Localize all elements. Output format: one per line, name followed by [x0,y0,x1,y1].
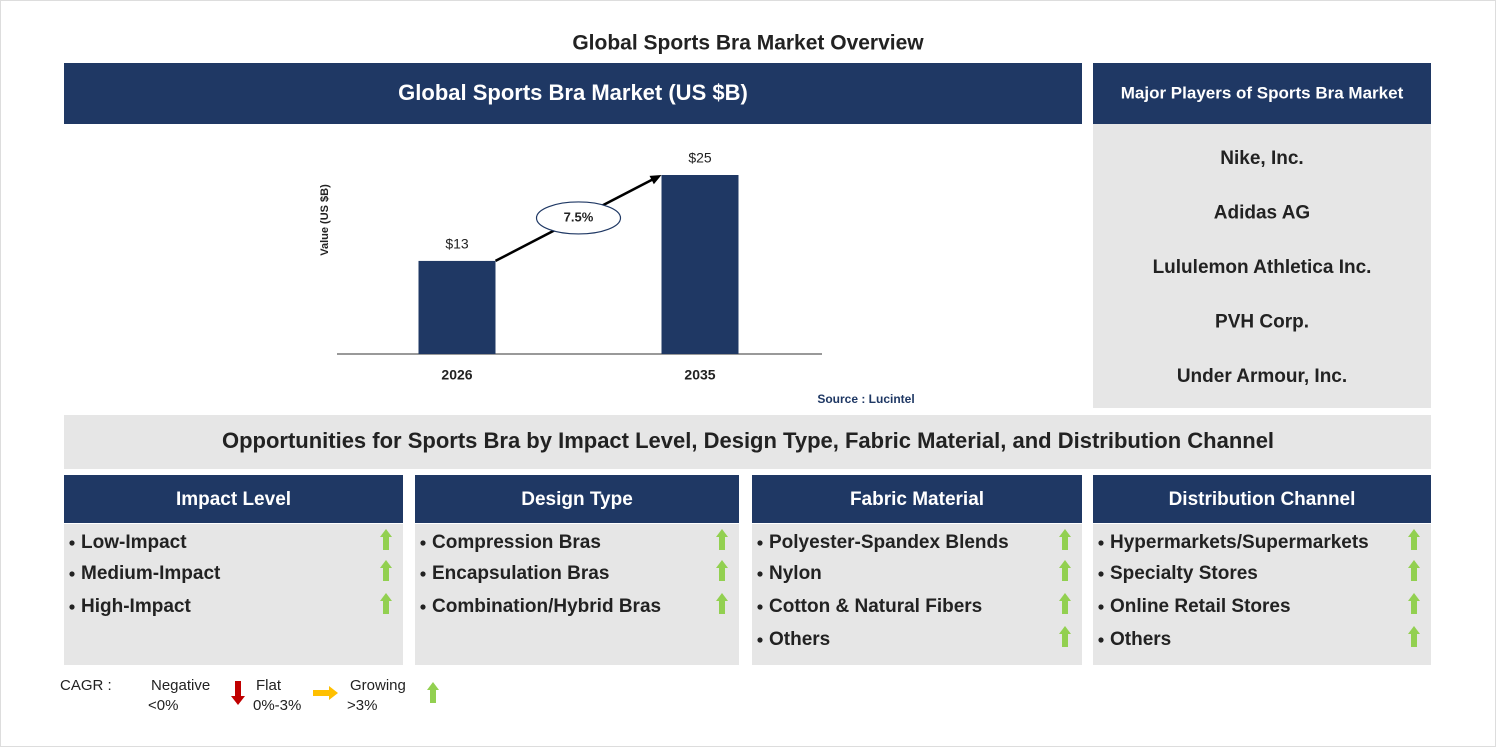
segment-item: Specialty Stores [1110,563,1258,584]
source: Source : Lucintel [817,392,914,406]
opportunities-title: Opportunities for Sports Bra by Impact L… [222,428,1274,453]
player-name: Adidas AG [1214,203,1310,224]
segment-title: Fabric Material [850,489,984,510]
bullet [757,540,763,546]
trend-arrow [1059,529,1071,550]
segment-item: Others [1110,629,1171,650]
x-tick-label: 2026 [441,367,472,383]
segment-item: High-Impact [81,596,191,617]
trend-arrow [716,593,728,614]
legend-range: 0%-3% [253,697,301,714]
trend-arrow [380,593,392,614]
segment-item: Polyester-Spandex Blends [769,532,1009,553]
opportunities-band [64,415,1431,469]
legend-label: CAGR : [60,677,112,694]
bullet [1098,571,1104,577]
segment-header [752,475,1082,523]
page-title: Global Sports Bra Market Overview [572,32,924,55]
trend-arrow [1059,560,1071,581]
trend-arrow [1408,529,1420,550]
legend-range: <0% [148,697,178,714]
bullet [1098,540,1104,546]
chart-header [64,63,1082,124]
players-title: Major Players of Sports Bra Market [1121,83,1404,102]
segment-item: Nylon [769,563,822,584]
segment-panel [1093,524,1431,665]
players-panel [1093,124,1431,408]
trend-arrow [1059,593,1071,614]
segment-item: Others [769,629,830,650]
segment-item: Hypermarkets/Supermarkets [1110,532,1369,553]
x-tick-label: 2035 [684,367,715,383]
bar [661,175,739,354]
bullet [757,571,763,577]
segment-item: Medium-Impact [81,563,221,584]
segment-panel [752,524,1082,665]
players-header [1093,63,1431,124]
segment-header [64,475,403,523]
bullet [420,604,426,610]
segment-header [415,475,739,523]
trend-arrow [716,560,728,581]
bullet [757,637,763,643]
bullet [69,604,75,610]
trend-arrow [313,686,338,700]
bullet [757,604,763,610]
bullet [69,571,75,577]
cagr-label: 7.5% [564,209,594,224]
trend-arrow [427,682,439,703]
player-name: PVH Corp. [1215,312,1309,333]
legend-name: Flat [256,677,282,694]
segment-item: Low-Impact [81,532,187,553]
player-name: Nike, Inc. [1220,148,1303,169]
legend-name: Negative [151,677,210,694]
bullet [1098,637,1104,643]
value-label: $25 [688,150,712,166]
legend-range: >3% [347,697,377,714]
segment-title: Impact Level [176,489,291,510]
trend-arrow [380,529,392,550]
segment-title: Design Type [521,489,633,510]
segment-title: Distribution Channel [1169,489,1356,510]
segment-item: Cotton & Natural Fibers [769,596,982,617]
trend-arrow [716,529,728,550]
trend-arrow [1408,593,1420,614]
trend-arrow [231,681,245,705]
player-name: Lululemon Athletica Inc. [1153,257,1372,278]
segment-header [1093,475,1431,523]
segment-item: Encapsulation Bras [432,563,609,584]
segment-panel [415,524,739,665]
bullet [420,571,426,577]
bullet [69,540,75,546]
legend-name: Growing [350,677,406,694]
segment-item: Compression Bras [432,532,601,553]
trend-arrow [1408,626,1420,647]
cagr-bubble [535,201,622,235]
bullet [1098,604,1104,610]
bullet [420,540,426,546]
trend-arrow [1408,560,1420,581]
segment-item: Online Retail Stores [1110,596,1291,617]
trend-arrow [380,560,392,581]
value-label: $13 [445,236,469,252]
bar [418,260,496,354]
player-name: Under Armour, Inc. [1177,366,1347,387]
segment-panel [64,524,403,665]
chart-title: Global Sports Bra Market (US $B) [398,80,748,105]
y-axis-label: Value (US $B) [319,184,331,256]
trend-arrow [1059,626,1071,647]
segment-item: Combination/Hybrid Bras [432,596,661,617]
growth-arrow-head [649,175,662,185]
